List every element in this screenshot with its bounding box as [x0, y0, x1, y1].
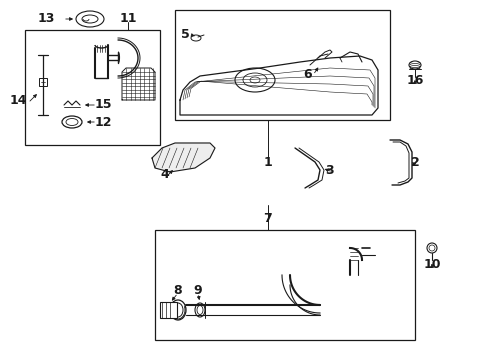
Text: 15: 15: [95, 99, 112, 112]
Bar: [160, 302, 177, 318]
Text: 6: 6: [303, 68, 312, 81]
Bar: [25, 30, 160, 145]
Text: 1: 1: [263, 156, 272, 168]
Polygon shape: [152, 143, 215, 172]
Text: 3: 3: [325, 163, 334, 176]
Text: 5: 5: [180, 28, 189, 41]
Text: 10: 10: [423, 258, 440, 271]
Text: 12: 12: [95, 117, 112, 130]
Text: 11: 11: [119, 12, 137, 24]
Bar: [39, 78, 47, 86]
Text: 7: 7: [263, 211, 272, 225]
Text: 8: 8: [173, 284, 182, 297]
Text: 9: 9: [193, 284, 202, 297]
Text: 4: 4: [160, 168, 169, 181]
Bar: [155, 230, 414, 340]
Text: 16: 16: [406, 73, 423, 86]
Text: 2: 2: [410, 156, 419, 168]
Text: 13: 13: [38, 12, 55, 24]
Bar: [175, 10, 389, 120]
Text: 14: 14: [9, 94, 27, 107]
